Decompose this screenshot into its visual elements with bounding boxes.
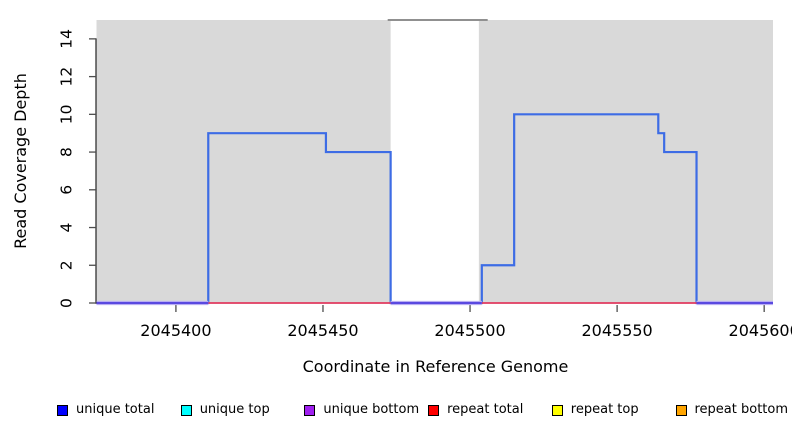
legend-label: unique bottom [323, 402, 420, 417]
y-tick-label: 8 [58, 147, 76, 157]
legend-item-unique-total: unique total [57, 401, 154, 419]
y-tick-label: 4 [58, 223, 76, 233]
y-tick-label: 14 [58, 29, 76, 49]
legend-item-unique-bottom: unique bottom [304, 401, 419, 419]
mask-region [96, 20, 391, 303]
y-tick-label: 6 [58, 185, 76, 195]
unique-top-swatch-icon [180, 404, 192, 416]
legend-label: repeat total [447, 402, 524, 417]
mask-region [478, 20, 773, 303]
repeat-bottom-swatch-icon [675, 404, 687, 416]
y-tick-label: 2 [58, 260, 76, 270]
unique-bottom-swatch-icon [304, 404, 316, 416]
x-axis-title: Coordinate in Reference Genome [302, 357, 569, 376]
y-tick-label: 10 [58, 104, 76, 124]
x-tick-label: 2045500 [434, 321, 505, 340]
y-axis-title: Read Coverage Depth [11, 73, 30, 249]
unique-total-swatch-icon [57, 404, 68, 416]
legend-item-repeat-bottom: repeat bottom [675, 401, 789, 419]
legend: unique total unique top unique bottom re… [0, 401, 792, 419]
legend-item-unique-top: unique top [180, 401, 270, 419]
unique-total-line [96, 113, 773, 305]
legend-label: repeat bottom [694, 402, 789, 417]
legend-item-repeat-top: repeat top [551, 401, 639, 419]
repeat-total-swatch-icon [428, 404, 440, 416]
legend-label: repeat top [570, 402, 639, 417]
legend-item-repeat-total: repeat total [428, 401, 523, 419]
x-tick-label: 2045600 [729, 321, 792, 340]
y-tick-label: 0 [58, 298, 76, 308]
repeat-top-swatch-icon [551, 404, 563, 416]
x-tick-label: 2045550 [581, 321, 652, 340]
x-tick-label: 2045400 [140, 321, 211, 340]
legend-label: unique top [199, 402, 270, 417]
coverage-plot-canvas: 0 2 4 6 8 10 12 14 2045400 2045450 2045500 2045550 2… [58, 19, 792, 340]
x-tick-label: 2045450 [287, 321, 358, 340]
y-tick-label: 12 [58, 67, 76, 87]
legend-label: unique total [76, 402, 155, 417]
